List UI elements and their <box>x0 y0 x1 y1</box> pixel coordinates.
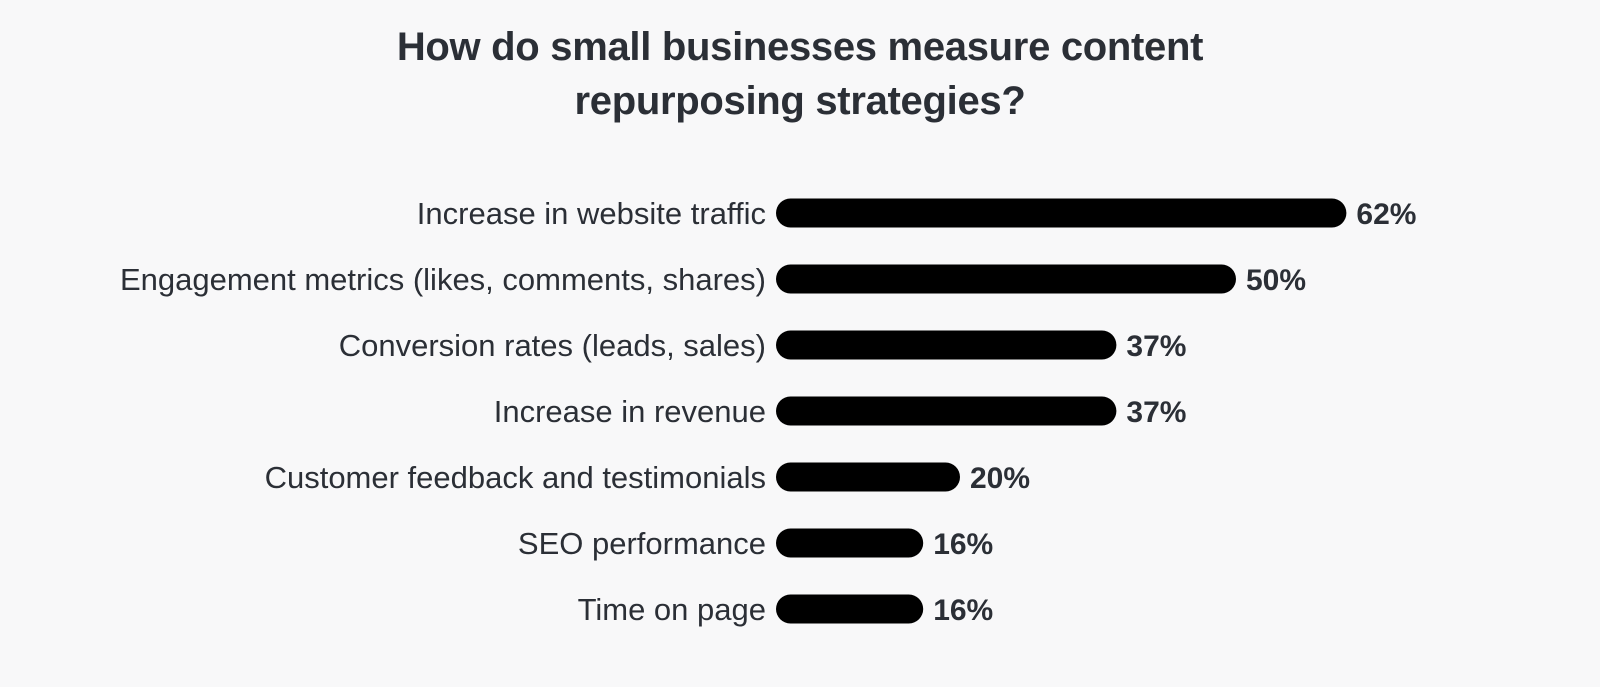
bar <box>776 330 1117 360</box>
value-label: 62% <box>1356 198 1416 231</box>
value-label: 16% <box>933 594 993 627</box>
bar <box>776 594 924 624</box>
bar <box>776 264 1236 294</box>
category-label: Time on page <box>578 592 766 627</box>
category-label: Engagement metrics (likes, comments, sha… <box>120 262 766 297</box>
value-label: 37% <box>1126 330 1186 363</box>
chart-title: How do small businesses measure content … <box>0 20 1600 128</box>
category-label: SEO performance <box>518 526 766 561</box>
value-label: 20% <box>970 462 1030 495</box>
value-label: 16% <box>933 528 993 561</box>
chart-title-line-1: How do small businesses measure content <box>396 25 1204 69</box>
category-label: Increase in revenue <box>494 394 766 429</box>
category-label: Increase in website traffic <box>417 196 766 231</box>
bar <box>776 462 960 492</box>
bar <box>776 396 1117 426</box>
chart-title-line-2: repurposing strategies? <box>574 79 1026 123</box>
value-label: 50% <box>1246 264 1306 297</box>
category-label: Conversion rates (leads, sales) <box>339 328 766 363</box>
value-label: 37% <box>1126 396 1186 429</box>
bar <box>776 198 1347 228</box>
category-label: Customer feedback and testimonials <box>265 460 766 495</box>
bar <box>776 528 924 558</box>
